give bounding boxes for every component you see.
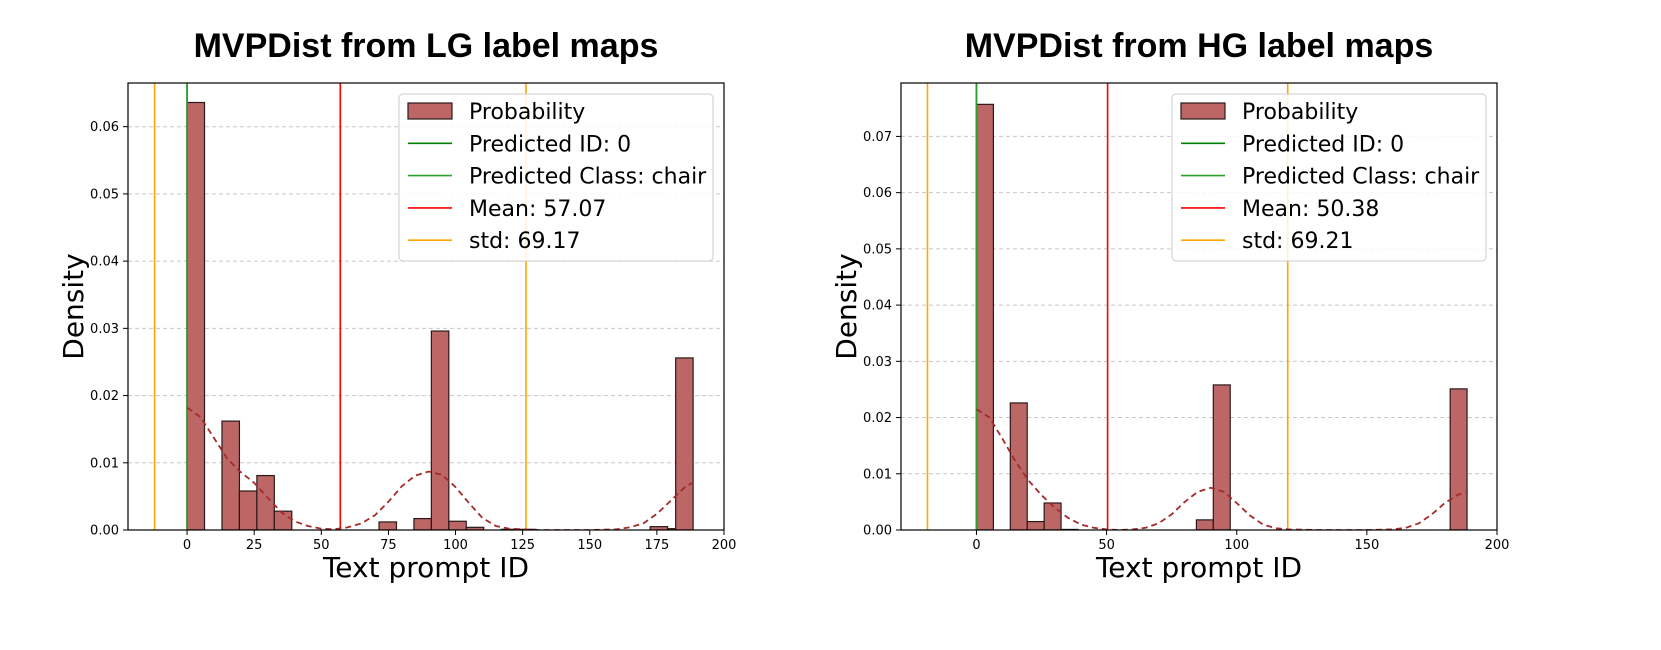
y-axis-label: Density — [57, 253, 90, 359]
legend-box — [1171, 93, 1487, 262]
chart-panel-2: MVPDist from HG label maps 0 50 100 150 200 0.… — [830, 27, 1509, 584]
legend: Probability Predicted ID: 0 Predicted Clas… — [398, 93, 714, 262]
histogram-bar — [186, 101, 206, 530]
legend-label: Predicted ID: 0 — [469, 132, 631, 157]
histogram-bar — [1212, 384, 1231, 530]
histogram-bar — [448, 520, 467, 530]
histogram-bar — [238, 490, 258, 530]
x-tick-label: 200 — [1485, 538, 1510, 553]
legend-label: std: 69.21 — [1242, 229, 1353, 254]
histogram-bar — [1043, 502, 1062, 530]
x-tick-label: 125 — [510, 538, 535, 553]
histogram-bar — [256, 474, 275, 530]
plot-area — [153, 83, 694, 530]
legend: Probability Predicted ID: 0 Predicted Clas… — [1171, 93, 1487, 262]
chart-panel-1: MVPDist from LG label maps 0 25 50 75 100 125 1… — [57, 27, 736, 584]
x-axis-label: Text prompt ID — [1095, 551, 1302, 584]
y-tick-label: 0.06 — [863, 186, 892, 201]
x-tick-label: 75 — [380, 538, 397, 553]
y-tick-label: 0.00 — [863, 524, 892, 539]
x-tick-label: 200 — [712, 538, 737, 553]
y-axis-label: Density — [830, 253, 863, 359]
x-tick-label: 175 — [644, 538, 669, 553]
axes-frame — [900, 82, 1498, 531]
chart-title: MVPDist from LG label maps — [194, 27, 659, 65]
legend-label: Predicted Class: chair — [1242, 165, 1480, 190]
legend-label: Mean: 57.07 — [469, 197, 606, 222]
y-tick-label: 0.02 — [863, 411, 892, 426]
histogram-bar — [221, 420, 241, 530]
y-tick-label: 0.03 — [90, 322, 119, 337]
y-tick-label: 0.07 — [863, 130, 892, 145]
histogram-bar — [273, 510, 293, 530]
axes-frame — [127, 82, 725, 531]
legend-label: std: 69.17 — [469, 229, 580, 254]
histogram-bar — [975, 103, 994, 530]
x-tick-label: 150 — [577, 538, 602, 553]
plot-area — [926, 83, 1468, 530]
histogram-bar — [378, 521, 398, 530]
y-tick-label: 0.06 — [90, 120, 119, 135]
x-tick-label: 100 — [1224, 538, 1249, 553]
legend-swatch — [1180, 102, 1226, 120]
y-tick-label: 0.00 — [90, 524, 119, 539]
x-tick-label: 50 — [1098, 538, 1115, 553]
legend-swatch — [407, 102, 453, 120]
legend-label: Predicted ID: 0 — [1242, 132, 1404, 157]
x-tick-label: 150 — [1354, 538, 1379, 553]
y-tick-label: 0.05 — [863, 242, 892, 257]
legend-label: Probability — [469, 100, 585, 125]
histogram-bar — [1026, 520, 1045, 530]
histogram-bar — [465, 526, 485, 530]
histogram-bar — [675, 357, 694, 530]
chart-title: MVPDist from HG label maps — [965, 27, 1434, 65]
x-tick-label: 0 — [183, 538, 191, 553]
y-tick-label: 0.03 — [863, 355, 892, 370]
histogram-bar — [1449, 388, 1468, 530]
x-tick-label: 25 — [246, 538, 263, 553]
histogram-bar — [1195, 519, 1214, 530]
x-tick-label: 0 — [972, 538, 980, 553]
y-tick-label: 0.04 — [863, 299, 892, 314]
y-tick-label: 0.01 — [863, 467, 892, 482]
kde-curve — [976, 408, 1467, 530]
histogram-bar — [413, 517, 432, 530]
y-tick-label: 0.01 — [90, 456, 119, 471]
x-tick-label: 100 — [443, 538, 468, 553]
legend-label: Probability — [1242, 100, 1358, 125]
y-tick-label: 0.04 — [90, 255, 119, 270]
legend-box — [398, 93, 714, 262]
y-tick-label: 0.05 — [90, 187, 119, 202]
kde-curve — [186, 406, 693, 530]
legend-label: Predicted Class: chair — [469, 165, 707, 190]
legend-label: Mean: 50.38 — [1242, 197, 1379, 222]
y-tick-label: 0.02 — [90, 389, 119, 404]
x-axis-label: Text prompt ID — [322, 551, 529, 584]
histogram-bar — [430, 330, 450, 530]
x-tick-label: 50 — [313, 538, 330, 553]
